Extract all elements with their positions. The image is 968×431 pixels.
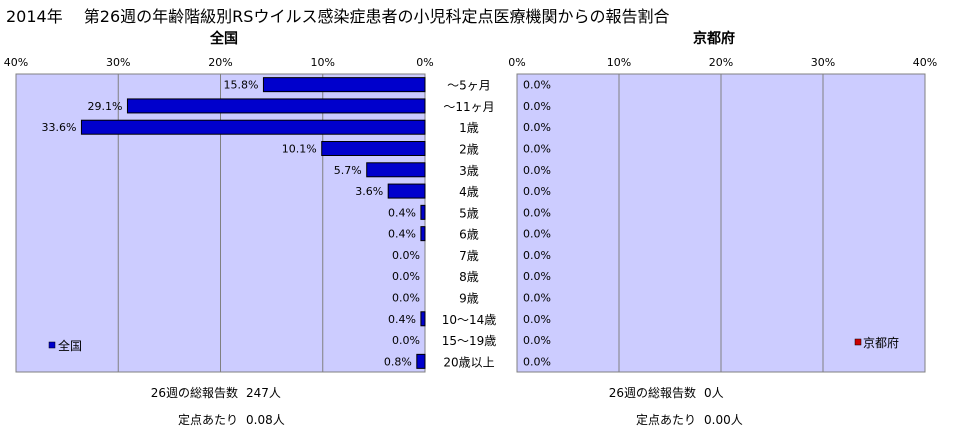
national-data-label: 0.4% [388,228,416,241]
national-data-label: 5.7% [334,164,362,177]
national-data-label: 0.4% [388,206,416,219]
kyoto-legend-label: 京都府 [863,335,899,350]
kyoto-per-label: 定点あたり [635,413,696,427]
kyoto-data-label: 0.0% [523,100,551,113]
national-bar [126,98,426,114]
kyoto-data-label: 0.0% [523,292,551,305]
kyoto-data-label: 0.0% [523,228,551,241]
national-bar [321,141,426,156]
national-per-value: 0.08人 [246,413,285,427]
national-total-value: 247人 [246,386,281,400]
national-per-label: 定点あたり [177,413,238,427]
national-data-label: 29.1% [87,100,122,113]
kyoto-panel-title: 京都府 [693,31,735,47]
kyoto-data-label: 0.0% [523,270,551,283]
category-label: 15～19歳 [442,334,497,348]
national-bar [420,311,426,327]
national-panel-title: 全国 [210,31,238,47]
national-legend-swatch [48,341,56,349]
national-legend-label: 全国 [58,338,82,353]
kyoto-data-label: 0.0% [523,206,551,219]
national-bar [80,119,426,135]
kyoto-total-label: 26週の総報告数 [608,386,696,400]
national-data-label: 10.1% [282,143,317,156]
category-label: 4歳 [459,185,479,199]
kyoto-legend-swatch [854,338,862,346]
kyoto-data-label: 0.0% [523,313,551,326]
kyoto-data-label: 0.0% [523,143,551,156]
category-label: 3歳 [459,164,479,178]
kyoto-data-label: 0.0% [523,334,551,347]
national-bar [262,77,426,93]
national-bar [366,162,426,178]
national-data-label: 33.6% [41,121,76,134]
national-data-label: 0.8% [384,355,412,368]
national-data-label: 0.0% [392,249,420,262]
category-label: 7歳 [459,249,479,263]
national-data-label: 0.0% [392,270,420,283]
national-data-label: 0.0% [392,292,420,305]
national-bar [420,226,426,242]
kyoto-data-label: 0.0% [523,249,551,262]
category-label: ～11ヶ月 [443,100,494,114]
category-label: 20歳以上 [443,355,494,369]
national-bar [416,353,426,369]
kyoto-x-tick-label: 40% [913,56,937,69]
kyoto-x-tick-label: 0% [508,56,525,69]
category-label: ～5ヶ月 [447,79,491,93]
national-data-label: 0.4% [388,313,416,326]
category-label: 10～14歳 [442,313,497,327]
kyoto-data-label: 0.0% [523,185,551,198]
category-label: 8歳 [459,270,479,284]
national-bar [387,183,426,199]
category-label: 5歳 [459,206,479,220]
kyoto-x-tick-label: 30% [811,56,835,69]
national-data-label: 0.0% [392,334,420,347]
category-label: 1歳 [459,121,479,135]
national-x-tick-label: 30% [106,56,130,69]
kyoto-total-value: 0人 [704,386,724,400]
national-bar [420,204,426,220]
national-x-tick-label: 40% [4,56,28,69]
category-label: 9歳 [459,292,479,306]
national-x-tick-label: 0% [416,56,433,69]
national-data-label: 15.8% [223,79,258,92]
national-x-tick-label: 20% [208,56,232,69]
kyoto-data-label: 0.0% [523,164,551,177]
national-total-label: 26週の総報告数 [150,386,238,400]
kyoto-x-tick-label: 20% [709,56,733,69]
kyoto-data-label: 0.0% [523,355,551,368]
national-x-tick-label: 10% [311,56,335,69]
category-label: 2歳 [459,143,479,157]
kyoto-x-tick-label: 10% [607,56,631,69]
kyoto-per-value: 0.00人 [704,413,743,427]
national-data-label: 3.6% [355,185,383,198]
category-label: 6歳 [459,228,479,242]
rsv-age-distribution-chart: 40% 30% 20% 10% 0% 15.8% 29.1% 33.6% 10.1% 5.7% 3.… [4,56,937,373]
kyoto-data-label: 0.0% [523,121,551,134]
main-title: 2014年 第26週の年齢階級別RSウイルス感染症患者の小児科定点医療機関からの… [6,7,670,26]
kyoto-data-label: 0.0% [523,79,551,92]
